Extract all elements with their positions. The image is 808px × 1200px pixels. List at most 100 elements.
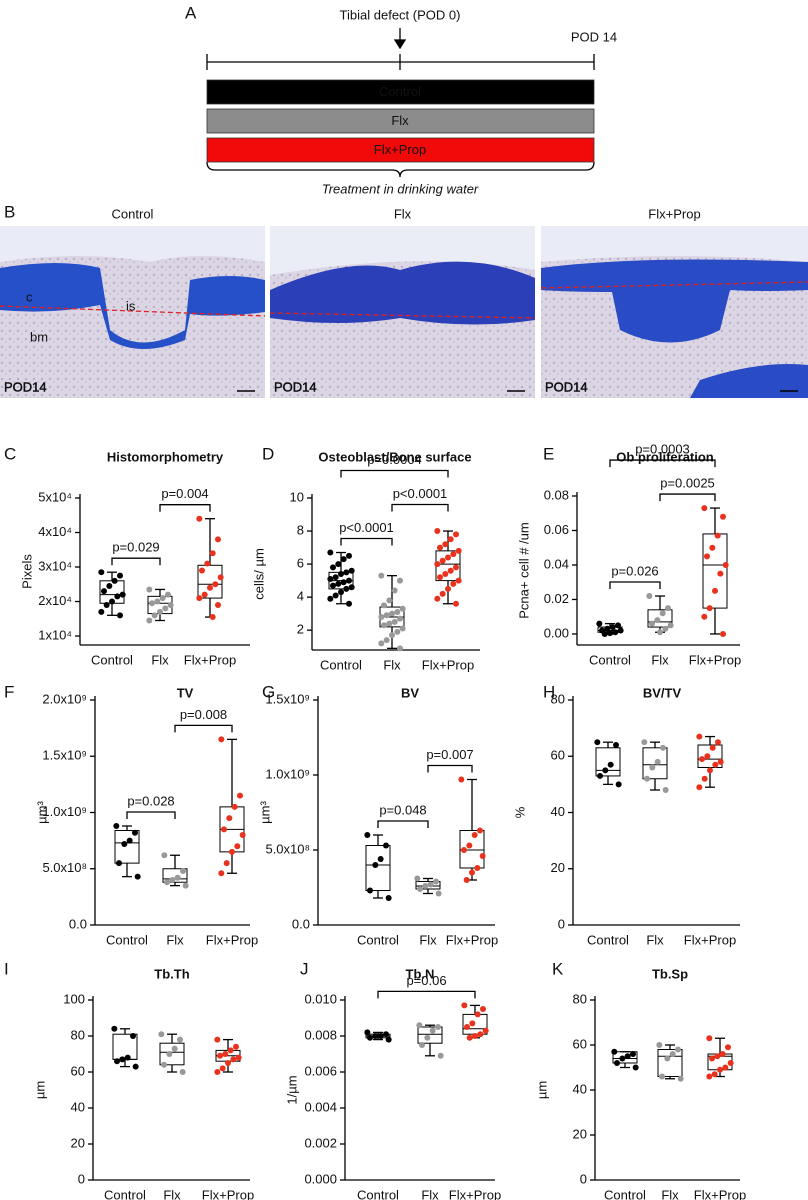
y-tick-label: 0.010 <box>304 991 337 1006</box>
x-tick-label: Flx+Prop <box>184 652 236 667</box>
y-tick-label: 0 <box>558 916 565 931</box>
image-stamp: POD14 <box>274 379 317 394</box>
data-point <box>391 587 398 594</box>
p-value: p=0.007 <box>426 747 473 762</box>
panel-letter: D <box>262 444 274 463</box>
data-point <box>126 837 133 844</box>
data-point <box>477 1031 484 1038</box>
y-axis-label: Pixels <box>19 554 34 589</box>
data-point <box>712 761 719 768</box>
data-point <box>654 758 661 765</box>
image-stamp: POD14 <box>4 379 47 394</box>
y-tick-label: 60 <box>71 1063 85 1078</box>
y-axis-label: % <box>512 806 527 818</box>
p-value: p=0.029 <box>112 540 159 555</box>
defect-label: Tibial defect (POD 0) <box>340 7 461 22</box>
x-tick-label: Flx+Prop <box>694 1187 746 1200</box>
data-point <box>98 608 105 615</box>
data-point <box>332 592 339 599</box>
y-tick-label: 5x10⁴ <box>38 489 72 504</box>
panel-letter: H <box>543 682 555 701</box>
y-tick-label: 0 <box>78 1171 85 1186</box>
data-point <box>617 627 624 634</box>
x-tick-label: Flx+Prop <box>422 657 474 672</box>
data-point <box>596 620 603 627</box>
data-point <box>469 1020 476 1027</box>
data-point <box>399 625 406 632</box>
data-point <box>427 881 434 888</box>
chart-title: Tb.Sp <box>652 966 688 981</box>
data-point <box>442 541 449 548</box>
y-tick-label: 2x10⁴ <box>38 593 72 608</box>
data-point <box>101 588 107 595</box>
data-point <box>209 614 216 621</box>
data-point <box>372 862 379 868</box>
box <box>612 1051 638 1064</box>
data-point <box>348 567 355 574</box>
data-point <box>385 895 392 901</box>
data-point <box>709 1055 715 1062</box>
data-point <box>455 547 462 554</box>
y-tick-label: 1.0x10⁹ <box>265 766 310 781</box>
data-point <box>158 1031 165 1038</box>
data-point <box>113 823 120 829</box>
data-point <box>121 841 128 847</box>
data-point <box>364 832 371 838</box>
data-point <box>434 561 441 568</box>
data-point <box>343 569 350 576</box>
data-point <box>453 531 459 538</box>
data-point <box>662 787 669 793</box>
box <box>657 1049 683 1077</box>
p-value: p=0.008 <box>180 707 227 722</box>
x-tick-label: Flx+Prop <box>689 652 741 667</box>
y-tick-label: 60 <box>551 748 565 763</box>
data-point <box>397 645 403 652</box>
data-point <box>226 815 233 822</box>
data-point <box>149 600 155 607</box>
p-value: p=0.004 <box>161 486 208 501</box>
data-point <box>383 612 390 619</box>
p-value: p=0.048 <box>379 802 426 817</box>
panel-letter: C <box>4 444 16 463</box>
data-point <box>169 877 176 883</box>
data-point <box>704 553 710 560</box>
data-point <box>117 572 123 579</box>
panel-letter: I <box>4 959 9 978</box>
data-point <box>614 1060 620 1066</box>
data-point <box>381 622 387 629</box>
significance-bracket <box>126 811 176 819</box>
chart-title: Tb.Th <box>154 966 189 981</box>
box-chart: G BV µm³ 0.0 5.0x10⁸ 1.0x10⁹ 1.5x10⁹ Control Flx… <box>257 682 498 947</box>
data-point <box>660 744 666 751</box>
histology-image <box>269 226 536 398</box>
region-label: bm <box>30 329 48 344</box>
p-value: p=0.0003 <box>635 442 690 457</box>
box <box>162 868 188 883</box>
panel-letter: F <box>4 682 14 701</box>
data-point <box>659 1073 665 1080</box>
chart-title: Histomorphometry <box>107 449 224 464</box>
data-point <box>434 528 441 535</box>
data-point <box>435 890 442 897</box>
data-point <box>335 561 342 568</box>
data-point <box>132 829 138 836</box>
data-point <box>477 827 483 834</box>
data-point <box>717 570 724 577</box>
p-value: p<0.0001 <box>393 486 448 501</box>
histology-image <box>0 226 266 398</box>
data-point <box>330 582 336 589</box>
data-point <box>463 877 470 883</box>
data-point <box>377 1033 384 1039</box>
data-point <box>656 1042 663 1048</box>
y-tick-label: 0.000 <box>304 1171 337 1186</box>
data-point <box>209 550 216 557</box>
data-point <box>386 597 393 604</box>
data-point <box>632 1064 639 1071</box>
data-point <box>114 1058 120 1065</box>
data-point <box>722 1064 729 1071</box>
end-label: POD 14 <box>571 29 617 44</box>
data-point <box>225 1060 231 1066</box>
data-point <box>223 860 230 867</box>
data-point <box>218 736 225 743</box>
x-tick-label: Control <box>91 652 133 667</box>
